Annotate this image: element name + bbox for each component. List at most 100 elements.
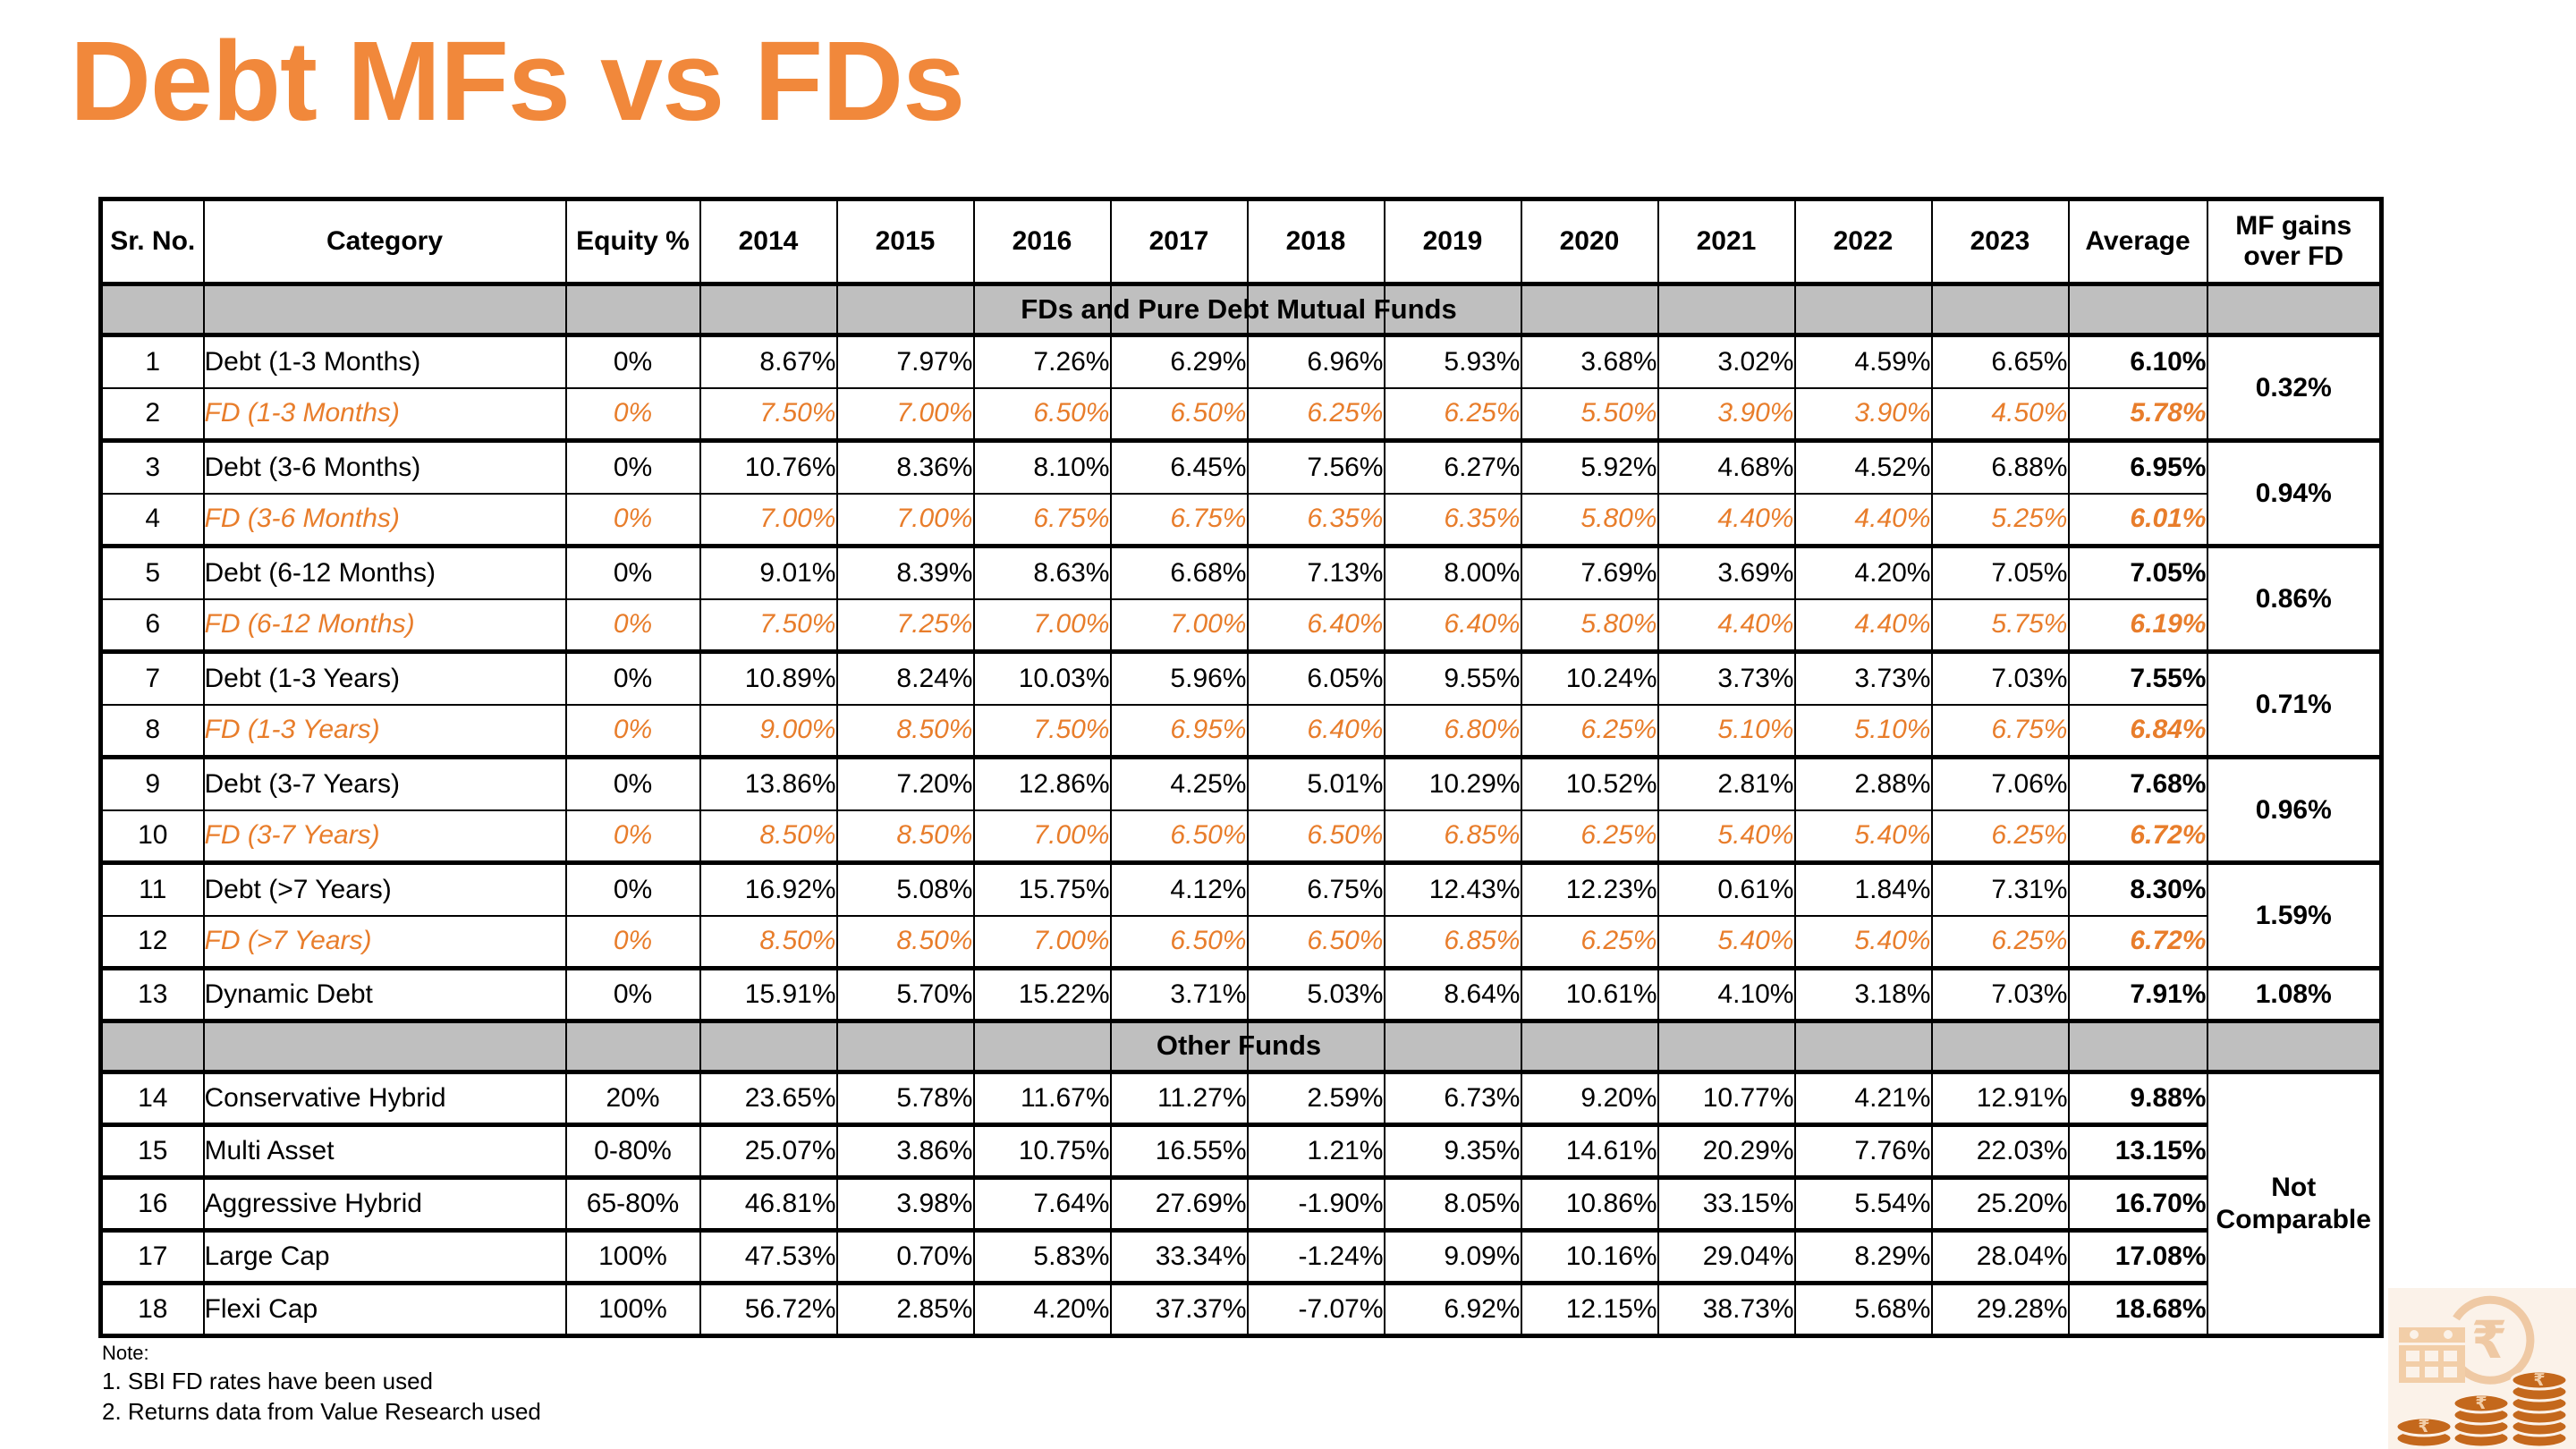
year-value-cell-2016: 10.03% xyxy=(972,649,1112,706)
sr-no-cell: 5 xyxy=(99,544,205,600)
year-value-cell-2015: 7.97% xyxy=(835,333,975,389)
year-value-cell-2022: 3.18% xyxy=(1793,966,1933,1022)
sr-no-cell: 3 xyxy=(99,438,205,495)
equity-cell: 100% xyxy=(564,1281,701,1337)
column-header-4: 2015 xyxy=(835,198,975,285)
sr-no-cell: 4 xyxy=(99,492,205,547)
year-value-cell-2020: 10.16% xyxy=(1520,1228,1659,1284)
year-value-cell-2020: 10.52% xyxy=(1520,755,1659,811)
section-band-cell xyxy=(1657,282,1796,337)
year-value-cell-2019: 6.35% xyxy=(1383,492,1522,547)
average-cell: 8.30% xyxy=(2067,860,2208,917)
section-band-cell xyxy=(972,282,1112,337)
sr-no-cell: 9 xyxy=(99,755,205,811)
year-value-cell-2016: 15.22% xyxy=(972,966,1112,1022)
year-value-cell-2023: 6.88% xyxy=(1930,438,2070,495)
year-value-cell-2017: 33.34% xyxy=(1109,1228,1249,1284)
mf-gain-cell: 1.08% xyxy=(2206,966,2383,1022)
year-value-cell-2018: 6.05% xyxy=(1246,649,1385,706)
column-header-11: 2022 xyxy=(1793,198,1933,285)
year-value-cell-2017: 5.96% xyxy=(1109,649,1249,706)
year-value-cell-2019: 10.29% xyxy=(1383,755,1522,811)
year-value-cell-2014: 8.50% xyxy=(699,914,838,970)
average-cell: 17.08% xyxy=(2067,1228,2208,1284)
equity-cell: 0% xyxy=(564,386,701,442)
year-value-cell-2023: 5.25% xyxy=(1930,492,2070,547)
average-cell: 6.84% xyxy=(2067,703,2208,758)
year-value-cell-2015: 7.20% xyxy=(835,755,975,811)
sr-no-cell: 7 xyxy=(99,649,205,706)
year-value-cell-2014: 7.50% xyxy=(699,597,838,653)
category-cell: Aggressive Hybrid xyxy=(202,1175,567,1232)
year-value-cell-2015: 7.00% xyxy=(835,492,975,547)
year-value-cell-2018: 2.59% xyxy=(1246,1070,1385,1126)
average-cell: 6.72% xyxy=(2067,914,2208,970)
table-row-12: 12 FD (>7 Years) 0% 8.50% 8.50% 7.00% 6.50% 6.5… xyxy=(99,914,2382,970)
year-value-cell-2022: 8.29% xyxy=(1793,1228,1933,1284)
page-title: Debt MFs vs FDs xyxy=(70,18,965,144)
sr-no-cell: 16 xyxy=(99,1175,205,1232)
year-value-cell-2020: 6.25% xyxy=(1520,703,1659,758)
year-value-cell-2014: 10.76% xyxy=(699,438,838,495)
year-value-cell-2022: 5.40% xyxy=(1793,914,1933,970)
year-value-cell-2021: 0.61% xyxy=(1657,860,1796,917)
average-cell: 7.05% xyxy=(2067,544,2208,600)
section-band-cell xyxy=(699,1019,838,1074)
section-band-cell xyxy=(202,282,567,337)
year-value-cell-2017: 27.69% xyxy=(1109,1175,1249,1232)
column-header-8: 2019 xyxy=(1383,198,1522,285)
year-value-cell-2019: 6.92% xyxy=(1383,1281,1522,1337)
equity-cell: 0% xyxy=(564,544,701,600)
section-band-cell xyxy=(835,1019,975,1074)
year-value-cell-2020: 10.24% xyxy=(1520,649,1659,706)
equity-cell: 0% xyxy=(564,438,701,495)
year-value-cell-2020: 6.25% xyxy=(1520,914,1659,970)
category-cell: Large Cap xyxy=(202,1228,567,1284)
category-cell: Debt (1-3 Years) xyxy=(202,649,567,706)
section-band-cell xyxy=(2206,282,2383,337)
equity-cell: 0-80% xyxy=(564,1123,701,1179)
sr-no-cell: 18 xyxy=(99,1281,205,1337)
year-value-cell-2018: 1.21% xyxy=(1246,1123,1385,1179)
year-value-cell-2023: 7.03% xyxy=(1930,966,2070,1022)
average-cell: 7.55% xyxy=(2067,649,2208,706)
table-row-15: 15 Multi Asset 0-80% 25.07% 3.86% 10.75% 16.55… xyxy=(99,1123,2382,1179)
year-value-cell-2023: 12.91% xyxy=(1930,1070,2070,1126)
year-value-cell-2023: 5.75% xyxy=(1930,597,2070,653)
year-value-cell-2016: 10.75% xyxy=(972,1123,1112,1179)
year-value-cell-2017: 11.27% xyxy=(1109,1070,1249,1126)
year-value-cell-2017: 4.25% xyxy=(1109,755,1249,811)
equity-cell: 0% xyxy=(564,649,701,706)
year-value-cell-2023: 7.05% xyxy=(1930,544,2070,600)
section-band-cell xyxy=(202,1019,567,1074)
category-cell: FD (1-3 Years) xyxy=(202,703,567,758)
year-value-cell-2016: 4.20% xyxy=(972,1281,1112,1337)
year-value-cell-2022: 3.90% xyxy=(1793,386,1933,442)
category-cell: Debt (>7 Years) xyxy=(202,860,567,917)
year-value-cell-2019: 6.25% xyxy=(1383,386,1522,442)
year-value-cell-2015: 5.78% xyxy=(835,1070,975,1126)
year-value-cell-2014: 47.53% xyxy=(699,1228,838,1284)
year-value-cell-2021: 3.90% xyxy=(1657,386,1796,442)
category-cell: FD (1-3 Months) xyxy=(202,386,567,442)
year-value-cell-2021: 10.77% xyxy=(1657,1070,1796,1126)
year-value-cell-2015: 0.70% xyxy=(835,1228,975,1284)
year-value-cell-2021: 3.73% xyxy=(1657,649,1796,706)
year-value-cell-2019: 6.85% xyxy=(1383,914,1522,970)
year-value-cell-2015: 7.00% xyxy=(835,386,975,442)
average-cell: 5.78% xyxy=(2067,386,2208,442)
year-value-cell-2021: 5.40% xyxy=(1657,809,1796,864)
year-value-cell-2017: 16.55% xyxy=(1109,1123,1249,1179)
year-value-cell-2015: 5.70% xyxy=(835,966,975,1022)
table-row-2: 2 FD (1-3 Months) 0% 7.50% 7.00% 6.50% 6.50% 6.… xyxy=(99,386,2382,442)
table-row-18: 18 Flexi Cap 100% 56.72% 2.85% 4.20% 37.37% -7.… xyxy=(99,1281,2382,1337)
average-cell: 13.15% xyxy=(2067,1123,2208,1179)
year-value-cell-2018: 5.01% xyxy=(1246,755,1385,811)
category-cell: FD (3-7 Years) xyxy=(202,809,567,864)
section-band-cell xyxy=(1383,282,1522,337)
year-value-cell-2022: 7.76% xyxy=(1793,1123,1933,1179)
section-band-cell xyxy=(1793,1019,1933,1074)
sr-no-cell: 10 xyxy=(99,809,205,864)
year-value-cell-2018: 6.40% xyxy=(1246,597,1385,653)
mf-gain-cell: 0.71% xyxy=(2206,649,2383,758)
